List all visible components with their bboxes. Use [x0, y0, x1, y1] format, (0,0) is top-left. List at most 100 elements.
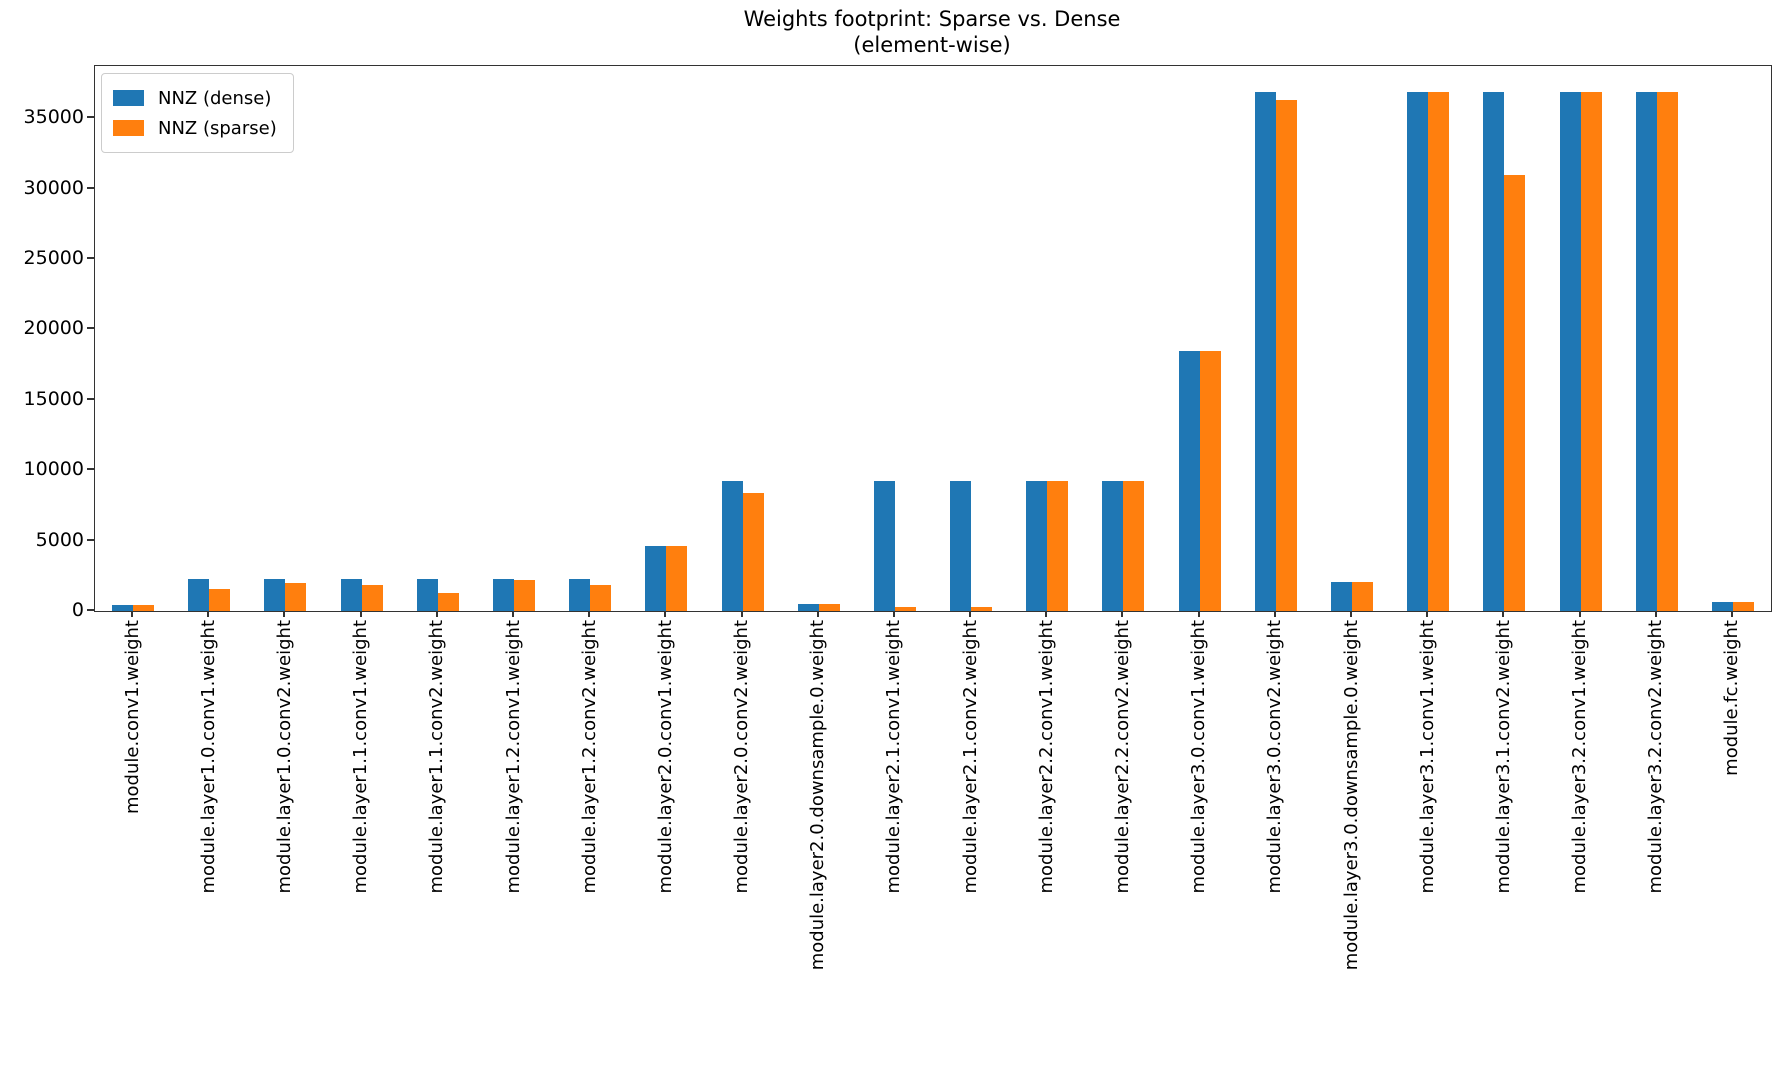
- bar-sparse-0: [133, 604, 155, 611]
- bar-dense-0: [112, 604, 134, 611]
- bar-dense-20: [1635, 91, 1657, 611]
- bar-dense-9: [797, 603, 819, 611]
- bar-sparse-16: [1352, 582, 1373, 611]
- x-tick-label: module.layer3.1.conv1.weight: [1416, 620, 1438, 894]
- bar-dense-8: [721, 481, 743, 611]
- x-tick-mark: [1426, 611, 1429, 617]
- y-tick-label: 0: [71, 599, 84, 621]
- x-tick-label: module.layer3.0.conv2.weight: [1264, 620, 1286, 894]
- x-tick-label: module.layer1.2.conv1.weight: [502, 620, 524, 894]
- legend-label-sparse: NNZ (sparse): [158, 117, 277, 139]
- x-tick-mark: [1730, 611, 1733, 617]
- legend-item-dense: NNZ (dense): [113, 83, 277, 113]
- y-tick-mark: [87, 256, 94, 259]
- x-tick-mark: [664, 611, 667, 617]
- bar-sparse-8: [742, 493, 764, 611]
- x-tick-mark: [1654, 611, 1657, 617]
- x-tick-label: module.layer2.1.conv1.weight: [883, 620, 905, 894]
- y-tick-mark: [87, 609, 94, 611]
- y-tick-mark: [87, 327, 94, 330]
- x-tick-label: module.layer3.1.conv2.weight: [1492, 620, 1514, 894]
- bar-dense-6: [569, 578, 591, 611]
- x-tick-mark: [588, 611, 591, 617]
- bar-sparse-12: [1047, 481, 1069, 611]
- x-tick-mark: [512, 611, 514, 617]
- chart-title-line2: (element-wise): [853, 33, 1011, 57]
- legend: NNZ (dense) NNZ (sparse): [101, 73, 294, 153]
- x-tick-mark: [892, 611, 895, 617]
- bar-dense-19: [1559, 91, 1581, 611]
- x-tick-mark: [1350, 611, 1352, 617]
- x-tick-mark: [1578, 611, 1581, 617]
- x-tick-label: module.layer3.2.conv1.weight: [1569, 620, 1591, 894]
- x-tick-mark: [1197, 611, 1200, 617]
- legend-label-dense: NNZ (dense): [158, 87, 272, 109]
- x-tick-mark: [1273, 611, 1276, 617]
- x-tick-label: module.layer2.2.conv2.weight: [1111, 620, 1133, 894]
- bar-sparse-14: [1199, 351, 1221, 611]
- x-tick-label: module.fc.weight: [1721, 620, 1743, 776]
- x-tick-mark: [131, 611, 134, 617]
- x-tick-mark: [1045, 611, 1048, 617]
- bar-sparse-1: [209, 588, 231, 611]
- x-tick-label: module.layer2.1.conv2.weight: [959, 620, 981, 894]
- y-tick-label: 10000: [23, 458, 84, 481]
- bar-dense-4: [416, 578, 438, 611]
- bar-dense-17: [1407, 91, 1429, 611]
- bar-dense-11: [950, 481, 972, 611]
- bar-dense-12: [1026, 481, 1048, 611]
- x-tick-label: module.layer2.2.conv1.weight: [1035, 620, 1057, 894]
- y-tick-label: 15000: [23, 387, 84, 410]
- y-tick-mark: [87, 116, 94, 119]
- x-tick-mark: [359, 611, 362, 617]
- x-tick-mark: [969, 611, 972, 617]
- x-tick-label: module.layer1.0.conv1.weight: [197, 620, 219, 894]
- x-tick-label: module.layer3.0.downsample.0.weight: [1340, 620, 1362, 971]
- bar-sparse-10: [894, 607, 916, 611]
- x-tick-mark: [207, 611, 210, 617]
- y-tick-mark: [87, 538, 94, 541]
- bar-dense-14: [1178, 351, 1200, 611]
- bar-sparse-2: [285, 582, 307, 611]
- bar-sparse-21: [1732, 602, 1754, 611]
- bar-sparse-7: [666, 546, 688, 611]
- chart-title-line1: Weights footprint: Sparse vs. Dense: [743, 7, 1121, 31]
- bar-sparse-18: [1504, 174, 1526, 611]
- x-tick-label: module.layer2.0.downsample.0.weight: [807, 620, 829, 971]
- x-tick-mark: [1502, 611, 1505, 617]
- x-tick-label: module.layer1.2.conv2.weight: [578, 620, 600, 894]
- bar-sparse-9: [818, 603, 840, 611]
- bar-sparse-20: [1656, 91, 1678, 611]
- bar-dense-21: [1711, 602, 1733, 611]
- bar-dense-18: [1483, 91, 1505, 611]
- bar-dense-1: [188, 578, 210, 611]
- bar-sparse-15: [1275, 100, 1297, 611]
- y-tick-mark: [87, 186, 94, 189]
- x-tick-mark: [435, 611, 438, 617]
- y-tick-label: 20000: [23, 317, 84, 340]
- plot-area: [94, 65, 1772, 612]
- x-tick-label: module.conv1.weight: [121, 620, 143, 815]
- x-tick-label: module.layer2.0.conv1.weight: [654, 620, 676, 894]
- bar-dense-2: [264, 578, 286, 611]
- y-tick-label: 30000: [23, 176, 84, 199]
- x-tick-mark: [816, 611, 819, 617]
- bar-dense-15: [1254, 91, 1276, 611]
- bar-dense-10: [873, 481, 895, 611]
- bar-dense-13: [1102, 481, 1124, 611]
- bar-dense-3: [340, 578, 362, 611]
- bar-sparse-3: [361, 584, 383, 611]
- x-tick-mark: [740, 611, 743, 617]
- y-tick-label: 25000: [23, 246, 84, 269]
- x-tick-label: module.layer1.0.conv2.weight: [273, 620, 295, 894]
- legend-item-sparse: NNZ (sparse): [113, 113, 277, 143]
- bar-dense-16: [1331, 582, 1352, 611]
- x-tick-label: module.layer3.0.conv1.weight: [1188, 620, 1210, 894]
- legend-swatch-sparse-icon: [113, 120, 144, 136]
- x-tick-mark: [1121, 611, 1124, 617]
- x-tick-label: module.layer2.0.conv2.weight: [731, 620, 753, 894]
- bar-dense-7: [645, 546, 667, 611]
- x-tick-label: module.layer1.1.conv1.weight: [350, 620, 372, 894]
- x-tick-mark: [283, 611, 286, 617]
